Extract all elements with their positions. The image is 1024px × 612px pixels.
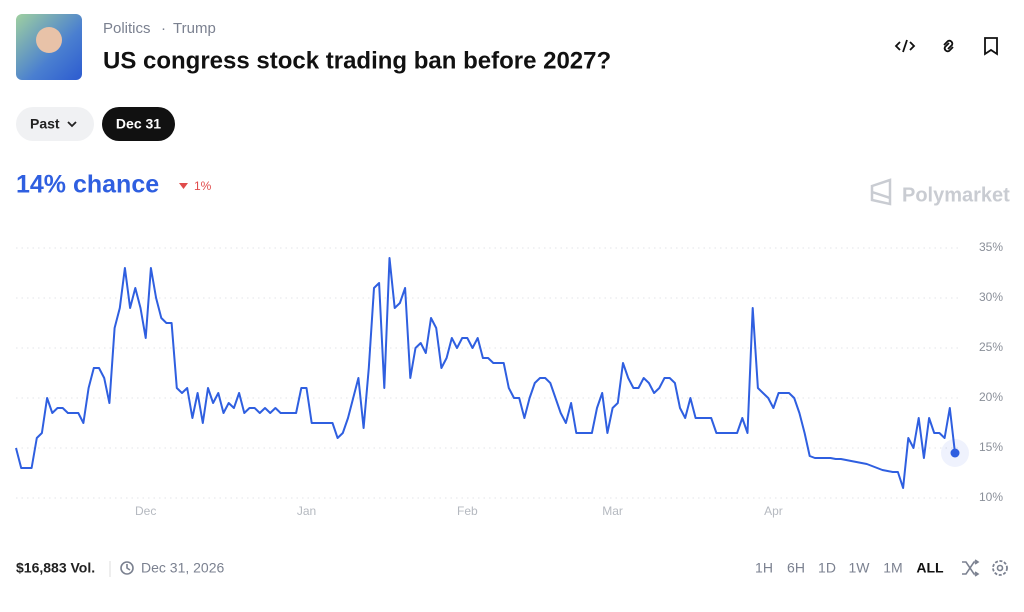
clock-hands [126, 564, 131, 571]
avatar-face [36, 27, 62, 53]
range-button[interactable]: 1W [849, 560, 871, 576]
tag[interactable]: Trump [173, 20, 216, 37]
separator: · [161, 20, 166, 37]
x-tick-label: Apr [764, 504, 783, 518]
market-title: US congress stock trading ban before 202… [103, 47, 611, 74]
end-date: Dec 31, 2026 [141, 560, 224, 576]
current-point [950, 448, 960, 458]
range-button[interactable]: 6H [787, 560, 805, 576]
settings-icon[interactable] [992, 560, 1008, 576]
y-tick-label: 30% [979, 290, 1003, 304]
y-tick-label: 15% [979, 440, 1003, 454]
shuffle-icon[interactable] [962, 559, 980, 577]
filter-date[interactable] [102, 107, 175, 141]
chart: 10% 15% 20% 25% 30% 35% Dec Jan Feb Mar Apr [15, 240, 1003, 518]
range-button[interactable]: 1D [818, 560, 836, 576]
chance-change: 1% [194, 179, 212, 193]
range-button[interactable]: ALL [916, 560, 944, 576]
price-line [15, 257, 956, 489]
down-arrow [179, 183, 188, 189]
y-tick-label: 25% [979, 340, 1003, 354]
filter-date-label[interactable]: Dec 31 [116, 116, 161, 132]
y-tick-label: 10% [979, 490, 1003, 504]
x-tick-label: Feb [457, 504, 478, 518]
bookmark-icon[interactable] [984, 37, 998, 56]
brand-logo [870, 178, 892, 206]
filter-past[interactable] [16, 107, 94, 141]
y-tick-label: 35% [979, 240, 1003, 254]
chevron [67, 121, 77, 128]
range-button[interactable]: 1M [883, 560, 902, 576]
chance: 14% chance [16, 171, 159, 199]
filter-past-label[interactable]: Past [30, 116, 60, 132]
embed-icon[interactable] [894, 39, 916, 53]
range-selector: 1H 6H 1D 1W 1M ALL [755, 560, 944, 576]
header-actions [894, 37, 998, 56]
y-tick-label: 20% [979, 390, 1003, 404]
settings-center [996, 564, 1004, 572]
x-tick-label: Mar [602, 504, 623, 518]
volume: $16,883 Vol. [16, 560, 95, 576]
x-tick-label: Jan [297, 504, 316, 518]
range-button[interactable]: 1H [755, 560, 773, 576]
clock-icon [120, 561, 134, 575]
x-tick-label: Dec [135, 504, 156, 518]
category[interactable]: Politics [103, 20, 151, 37]
link-icon[interactable] [943, 39, 954, 53]
brand: Polymarket [902, 184, 1010, 206]
